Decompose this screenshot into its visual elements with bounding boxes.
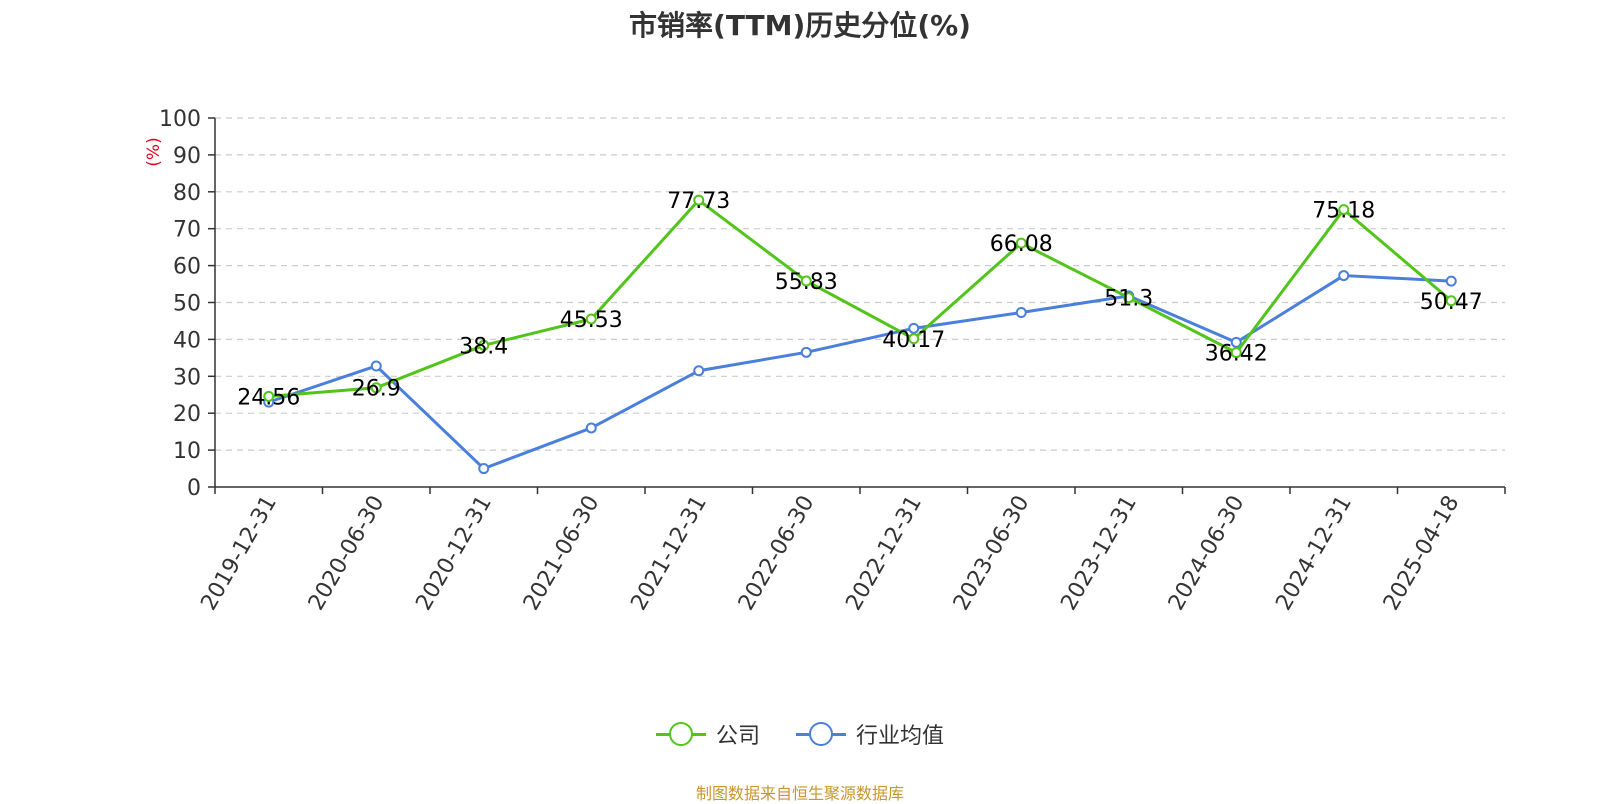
grid-lines <box>215 117 1505 451</box>
legend-item-company[interactable]: 公司 <box>655 718 760 750</box>
y-tick-label-40: 40 <box>173 328 201 353</box>
legend-industry-marker <box>796 722 846 746</box>
x-tick-label-2021-06-30: 2021-06-30 <box>519 492 605 615</box>
series-lines <box>263 194 1457 475</box>
x-tick-label-2021-12-31: 2021-12-31 <box>626 492 712 615</box>
series-0-point-0 <box>263 390 275 402</box>
data-label-11: 50.47 <box>1420 290 1483 315</box>
y-tick-label-80: 80 <box>173 181 201 206</box>
data-label-5: 55.83 <box>775 270 838 295</box>
series-0-point-2 <box>478 339 490 351</box>
x-tick-label-2020-06-30: 2020-06-30 <box>304 492 390 615</box>
x-tick-label-2024-12-31: 2024-12-31 <box>1271 492 1357 615</box>
x-tick-label-2020-12-31: 2020-12-31 <box>411 492 497 615</box>
series-0-point-3 <box>585 313 597 325</box>
x-tick-label-2022-12-31: 2022-12-31 <box>841 492 927 615</box>
legend-company-label: 公司 <box>715 724 760 749</box>
chart-title: 市销率(TTM)历史分位(%) <box>629 9 971 42</box>
series-0-point-11 <box>1445 295 1457 307</box>
legend-company-marker <box>655 722 706 746</box>
series-0-point-7 <box>1015 237 1027 249</box>
y-tick-label-10: 10 <box>173 439 201 464</box>
series-0-point-9 <box>1230 347 1242 359</box>
series-0-point-4 <box>693 194 705 206</box>
x-tick-label-2025-04-18: 2025-04-18 <box>1379 492 1465 615</box>
data-label-6: 40.17 <box>882 328 945 353</box>
series-0-point-8 <box>1123 292 1135 304</box>
y-tick-label-50: 50 <box>173 292 201 317</box>
series-1-point-3 <box>585 422 597 434</box>
legend: 公司 行业均值 <box>0 718 1600 750</box>
y-axis-label: (%) <box>144 137 164 166</box>
y-tick-label-20: 20 <box>173 402 201 427</box>
x-tick-label-2022-06-30: 2022-06-30 <box>734 492 820 615</box>
series-1-point-9 <box>1230 336 1242 348</box>
x-tick-label-2019-12-31: 2019-12-31 <box>196 492 282 615</box>
series-1-point-11 <box>1445 275 1457 287</box>
series-0-point-5 <box>800 275 812 287</box>
series-1-point-10 <box>1338 270 1350 282</box>
data-label-2: 38.4 <box>459 334 508 359</box>
series-1-point-2 <box>478 463 490 475</box>
series-1-point-6 <box>908 322 920 334</box>
x-tick-label-2024-06-30: 2024-06-30 <box>1164 492 1250 615</box>
y-tick-label-60: 60 <box>173 255 201 280</box>
series-1-point-4 <box>693 365 705 377</box>
data-label-9: 36.42 <box>1205 342 1268 367</box>
axes: 0 10 20 30 40 50 60 70 80 90 100 (%) 2019-12-31 2020-… <box>144 107 1506 615</box>
series-1-point-5 <box>800 346 812 358</box>
legend-industry-label: 行业均值 <box>856 724 945 749</box>
x-tick-label-2023-06-30: 2023-06-30 <box>949 492 1035 615</box>
data-label-8: 51.3 <box>1104 287 1153 312</box>
data-labels: 24.56 26.9 38.4 45.53 77.73 55.83 40.17 66.08 51… <box>237 189 1482 410</box>
y-tick-label-30: 30 <box>173 365 201 390</box>
series-1-point-7 <box>1015 306 1027 318</box>
y-tick-label-70: 70 <box>173 218 201 243</box>
y-tick-label-100: 100 <box>159 107 201 132</box>
data-label-1: 26.9 <box>352 377 401 402</box>
y-tick-label-0: 0 <box>187 476 201 501</box>
series-line-0 <box>268 198 1453 398</box>
series-0-point-1 <box>370 382 382 394</box>
data-label-7: 66.08 <box>990 232 1053 257</box>
legend-item-industry-average[interactable]: 行业均值 <box>796 718 944 750</box>
data-label-10: 75.18 <box>1312 199 1375 224</box>
series-0-point-10 <box>1338 204 1350 216</box>
data-label-4: 77.73 <box>667 189 730 214</box>
y-tick-label-90: 90 <box>173 144 201 169</box>
x-tick-label-2023-12-31: 2023-12-31 <box>1056 492 1142 615</box>
series-0-point-6 <box>908 333 920 345</box>
data-label-3: 45.53 <box>560 308 623 333</box>
data-label-0: 24.56 <box>237 385 300 410</box>
series-1-point-1 <box>370 360 382 372</box>
source-footer: 制图数据来自恒生聚源数据库 <box>695 784 904 803</box>
